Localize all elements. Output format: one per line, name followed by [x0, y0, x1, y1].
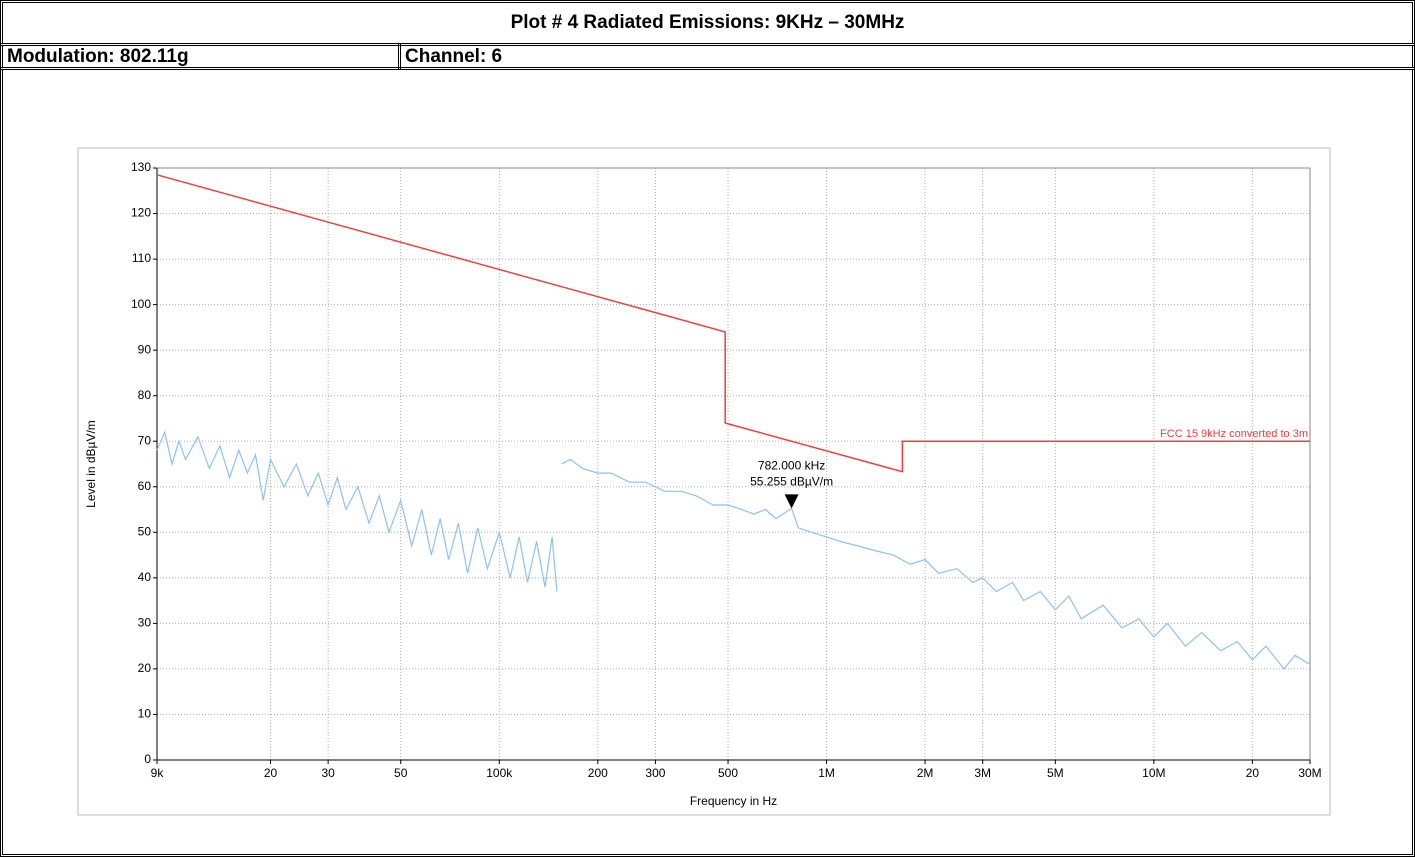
channel: Channel: 6 [405, 46, 503, 67]
x-tick-label: 200 [588, 766, 608, 780]
x-tick-label: 500 [718, 766, 738, 780]
y-tick-label: 100 [131, 297, 151, 311]
x-tick-label: 100k [486, 766, 513, 780]
y-axis-label: Level in dBµV/m [84, 420, 98, 508]
x-tick-label: 30M [1298, 766, 1321, 780]
x-tick-label: 20 [264, 766, 278, 780]
line [156, 430, 1311, 670]
y-tick-label: 70 [138, 433, 152, 447]
x-tick-label: 5M [1047, 766, 1064, 780]
x-tick-label: 1M [818, 766, 835, 780]
y-tick-label: 80 [138, 388, 152, 402]
y-tick-label: 120 [131, 206, 151, 220]
line [156, 174, 1310, 473]
x-tick-label: 2M [917, 766, 934, 780]
x-tick-label: 20 [1246, 766, 1260, 780]
y-tick-label: 10 [138, 707, 152, 721]
title: Plot # 4 Radiated Emissions: 9KHz – 30MH… [510, 12, 905, 33]
y-tick-label: 110 [132, 251, 151, 265]
y-tick-label: 60 [138, 479, 152, 493]
marker-level: 55.255 dBµV/m [750, 475, 833, 489]
x-tick-label: 50 [394, 766, 408, 780]
y-tick-label: 0 [144, 752, 151, 766]
marker-freq: 782.000 kHz [758, 459, 825, 473]
y-tick-label: 50 [138, 524, 152, 538]
y-tick-label: 90 [138, 342, 152, 356]
x-tick-label: 9k [151, 766, 165, 780]
series-label: FCC 15 9kHz converted to 3m [1160, 428, 1308, 440]
modulation: Modulation: 802.11g [7, 46, 189, 67]
x-axis-label: Frequency in Hz [690, 794, 777, 808]
x-tick-label: 30 [321, 766, 335, 780]
marker [784, 494, 799, 509]
y-tick-label: 40 [138, 570, 152, 584]
y-tick-label: 30 [138, 616, 152, 630]
x-tick-label: 300 [645, 766, 665, 780]
y-tick-label: 130 [131, 160, 151, 174]
y-tick-label: 20 [138, 661, 152, 675]
x-tick-label: 3M [974, 766, 991, 780]
x-tick-label: 10M [1142, 766, 1165, 780]
